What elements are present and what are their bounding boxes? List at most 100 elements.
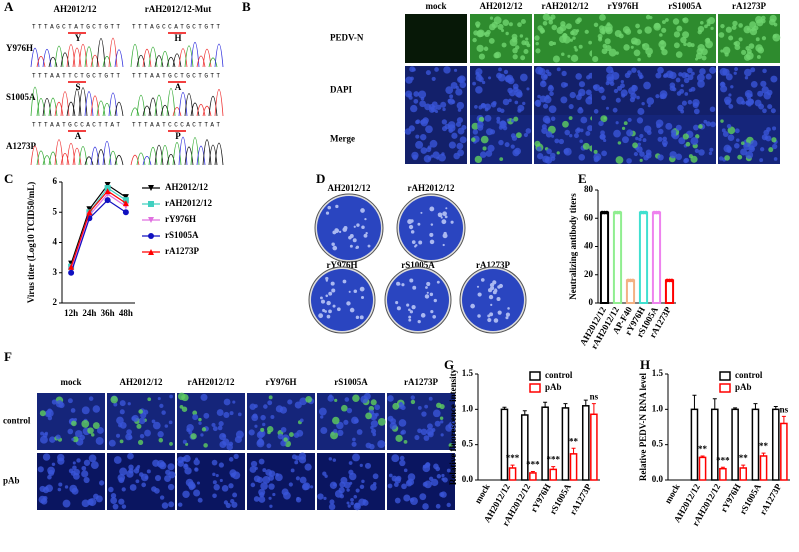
plaque — [334, 228, 340, 234]
cell — [450, 81, 458, 89]
cell — [152, 459, 160, 467]
cell — [344, 481, 351, 489]
row-label: DAPI — [330, 85, 352, 95]
cell — [493, 52, 500, 59]
cell — [223, 411, 230, 419]
cell — [49, 436, 56, 443]
cell — [576, 29, 580, 33]
plaque — [441, 219, 447, 225]
cell — [633, 152, 638, 157]
cell — [519, 73, 528, 82]
plaque — [493, 318, 499, 323]
cell — [96, 427, 104, 434]
row-label: control — [3, 416, 31, 426]
cell — [328, 503, 336, 511]
cell — [605, 106, 610, 110]
cell — [681, 100, 687, 106]
cell — [83, 459, 91, 466]
plaque — [418, 240, 423, 245]
cell — [507, 87, 513, 94]
row-label: S1005A — [6, 92, 36, 102]
plaque — [332, 245, 338, 251]
cell — [218, 462, 224, 468]
cell — [695, 134, 700, 139]
cell — [118, 423, 123, 428]
cell — [403, 440, 408, 444]
cell — [339, 494, 344, 499]
bar — [690, 408, 699, 481]
cell — [488, 76, 492, 80]
cell — [550, 14, 556, 20]
plaque — [406, 303, 410, 307]
cell — [62, 499, 71, 508]
cell — [346, 488, 350, 492]
cell — [265, 469, 273, 476]
cell — [637, 72, 643, 78]
cell — [159, 495, 165, 500]
cell — [201, 427, 207, 432]
cell — [434, 67, 439, 72]
cell — [620, 89, 628, 97]
cell — [446, 502, 451, 508]
cell — [760, 80, 767, 87]
cell — [645, 14, 651, 20]
trace-peak — [102, 55, 112, 68]
cell — [370, 399, 377, 406]
cell — [601, 150, 607, 157]
plaque — [409, 310, 414, 314]
marker — [148, 233, 154, 239]
cell — [608, 48, 617, 57]
y-tick-label: 0 — [589, 297, 594, 307]
cell — [169, 394, 173, 399]
plaque — [436, 280, 440, 284]
cell — [515, 132, 522, 139]
cell — [480, 102, 487, 109]
cell — [186, 427, 191, 433]
cell — [673, 31, 681, 38]
trace-peak — [214, 142, 224, 166]
cell — [355, 488, 360, 493]
cell — [391, 454, 400, 463]
cell — [539, 95, 547, 103]
cell — [750, 80, 758, 88]
cell — [542, 13, 550, 21]
cell — [502, 19, 510, 26]
cell — [356, 429, 363, 435]
cell — [647, 104, 651, 108]
row-label: pAb — [3, 476, 20, 486]
cell — [662, 136, 667, 142]
trace-peak — [196, 145, 206, 166]
cell — [39, 485, 46, 493]
cell — [682, 18, 686, 22]
cell — [520, 18, 526, 25]
cell — [457, 149, 465, 157]
cell — [505, 31, 509, 36]
cell — [725, 26, 732, 33]
cell — [746, 27, 750, 31]
cell — [327, 395, 335, 402]
plaque — [353, 225, 356, 228]
cell — [141, 482, 147, 488]
cell — [249, 466, 257, 473]
cell — [125, 433, 133, 441]
row-label: Merge — [330, 134, 355, 144]
error-bar — [571, 447, 576, 454]
cell — [488, 38, 495, 44]
cell — [732, 20, 738, 27]
cell — [637, 142, 642, 147]
bar — [664, 279, 675, 304]
cell — [489, 16, 494, 20]
cell — [477, 29, 485, 38]
marker — [148, 201, 154, 207]
cell — [646, 97, 655, 105]
cell — [486, 29, 491, 35]
plaque — [450, 220, 454, 224]
cell — [216, 409, 224, 416]
cell — [724, 99, 731, 106]
cell — [161, 410, 166, 415]
cell — [642, 138, 647, 143]
significance: ns — [590, 392, 599, 402]
column-header: rAH2012/12 — [188, 377, 235, 387]
cell — [627, 70, 632, 76]
plaque — [470, 303, 475, 309]
